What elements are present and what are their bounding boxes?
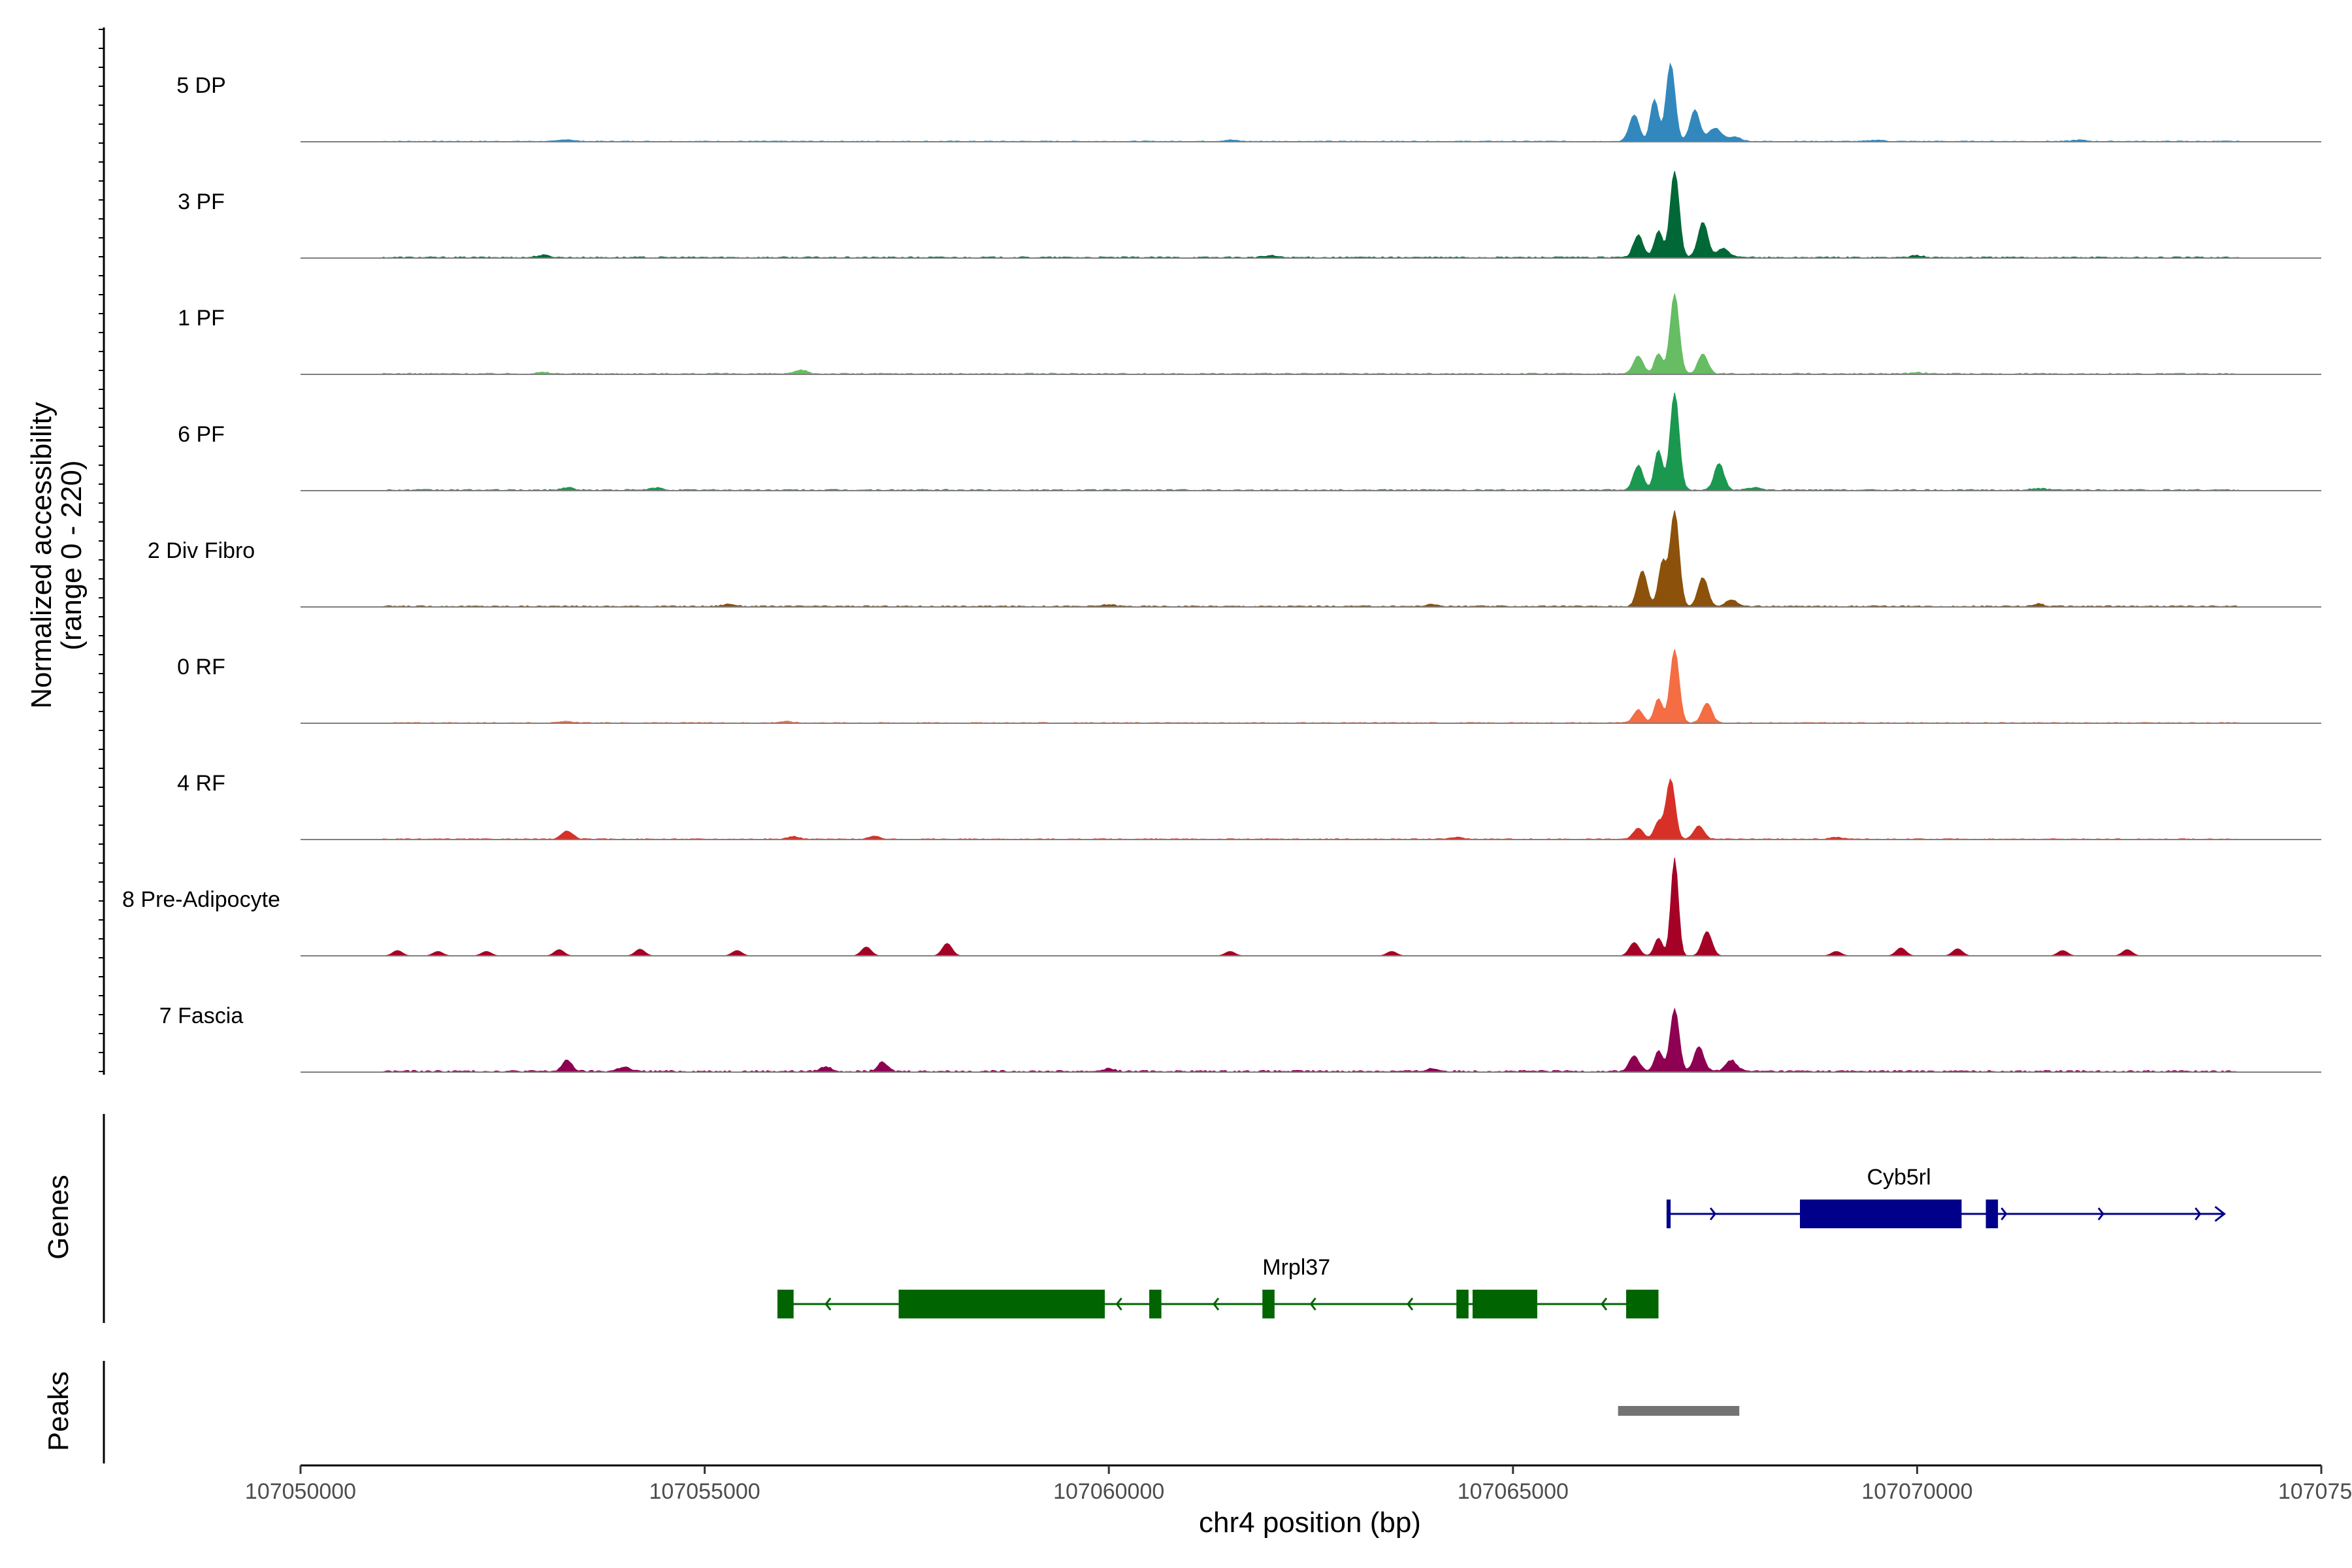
track-1-pf: 1 PF — [178, 293, 2321, 375]
strand-arrow — [2097, 1207, 2104, 1220]
gene-exon — [1800, 1200, 1962, 1228]
x-tick-label: 107060000 — [1053, 1479, 1164, 1504]
gene-cyb5rl: Cyb5rl — [1666, 1165, 2226, 1228]
gene-exon — [1456, 1290, 1469, 1318]
strand-arrow — [1407, 1298, 1414, 1311]
strand-arrow — [1709, 1207, 1717, 1220]
strand-arrow — [1213, 1298, 1220, 1311]
gene-exon — [777, 1290, 794, 1318]
peak-regions — [1618, 1406, 1740, 1416]
strand-arrow — [825, 1298, 832, 1311]
track-3-pf: 3 PF — [178, 171, 2321, 259]
strand-arrow — [1600, 1298, 1608, 1311]
gene-mrpl37: Mrpl37 — [777, 1255, 1659, 1318]
gene-exon — [1472, 1290, 1537, 1318]
y-axis-title-line2: (range 0 - 220) — [56, 460, 88, 650]
gene-exon — [1626, 1290, 1659, 1318]
accessibility-axis-ticks — [99, 29, 104, 1072]
track-0-rf: 0 RF — [177, 649, 2321, 724]
gene-label: Mrpl37 — [1262, 1255, 1330, 1280]
accessibility-axis-title: Normalized accessibility (range 0 - 220) — [25, 402, 88, 708]
x-tick-label: 107070000 — [1861, 1479, 1972, 1504]
track-label: 3 PF — [178, 189, 225, 214]
strand-arrow — [2214, 1205, 2226, 1222]
track-8-pre-adipocyte: 8 Pre-Adipocyte — [122, 857, 2321, 956]
gene-exon — [1666, 1200, 1671, 1228]
genes-axis-title: Genes — [42, 1175, 74, 1260]
strand-arrow — [2001, 1207, 2008, 1220]
track-label: 7 Fascia — [159, 1004, 244, 1028]
x-tick-label: 107055000 — [649, 1479, 760, 1504]
x-tick-label: 107050000 — [245, 1479, 356, 1504]
track-4-rf: 4 RF — [177, 771, 2321, 840]
track-label: 6 PF — [178, 422, 225, 447]
track-label: 8 Pre-Adipocyte — [122, 887, 280, 912]
gene-exon — [898, 1290, 1105, 1318]
peak-region-bar — [1618, 1406, 1740, 1416]
gene-exon — [1262, 1290, 1275, 1318]
track-7-fascia: 7 Fascia — [159, 1004, 2321, 1073]
peaks-axis-title: Peaks — [42, 1371, 74, 1451]
x-tick-label: 107065000 — [1458, 1479, 1569, 1504]
strand-arrow — [1115, 1298, 1122, 1311]
track-label: 0 RF — [177, 655, 225, 679]
gene-annotations: Cyb5rl Mrpl37 — [777, 1165, 2226, 1318]
coverage-tracks: 5 DP 3 PF 1 PF 6 PF 2 Div Fibro 0 RF 4 RF 8 Pre… — [122, 62, 2321, 1073]
gene-exon — [1985, 1200, 1999, 1228]
y-axis-title-line1: Normalized accessibility — [25, 402, 57, 708]
strand-arrow — [1309, 1298, 1316, 1311]
x-axis-title: chr4 position (bp) — [1199, 1507, 1421, 1539]
track-label: 4 RF — [177, 771, 225, 796]
track-5-dp: 5 DP — [176, 62, 2321, 142]
track-label: 1 PF — [178, 306, 225, 331]
gene-exon — [1149, 1290, 1162, 1318]
strand-arrow — [2195, 1207, 2202, 1220]
x-axis-ticks: 107050000 107055000 107060000 107065000 1070… — [245, 1465, 2352, 1504]
x-tick-label: 1070750 — [2278, 1479, 2352, 1504]
track-2-div-fibro: 2 Div Fibro — [148, 510, 2321, 608]
track-6-pf: 6 PF — [178, 392, 2321, 491]
gene-label: Cyb5rl — [1867, 1165, 1931, 1190]
track-label: 5 DP — [176, 73, 226, 98]
track-label: 2 Div Fibro — [148, 538, 255, 563]
